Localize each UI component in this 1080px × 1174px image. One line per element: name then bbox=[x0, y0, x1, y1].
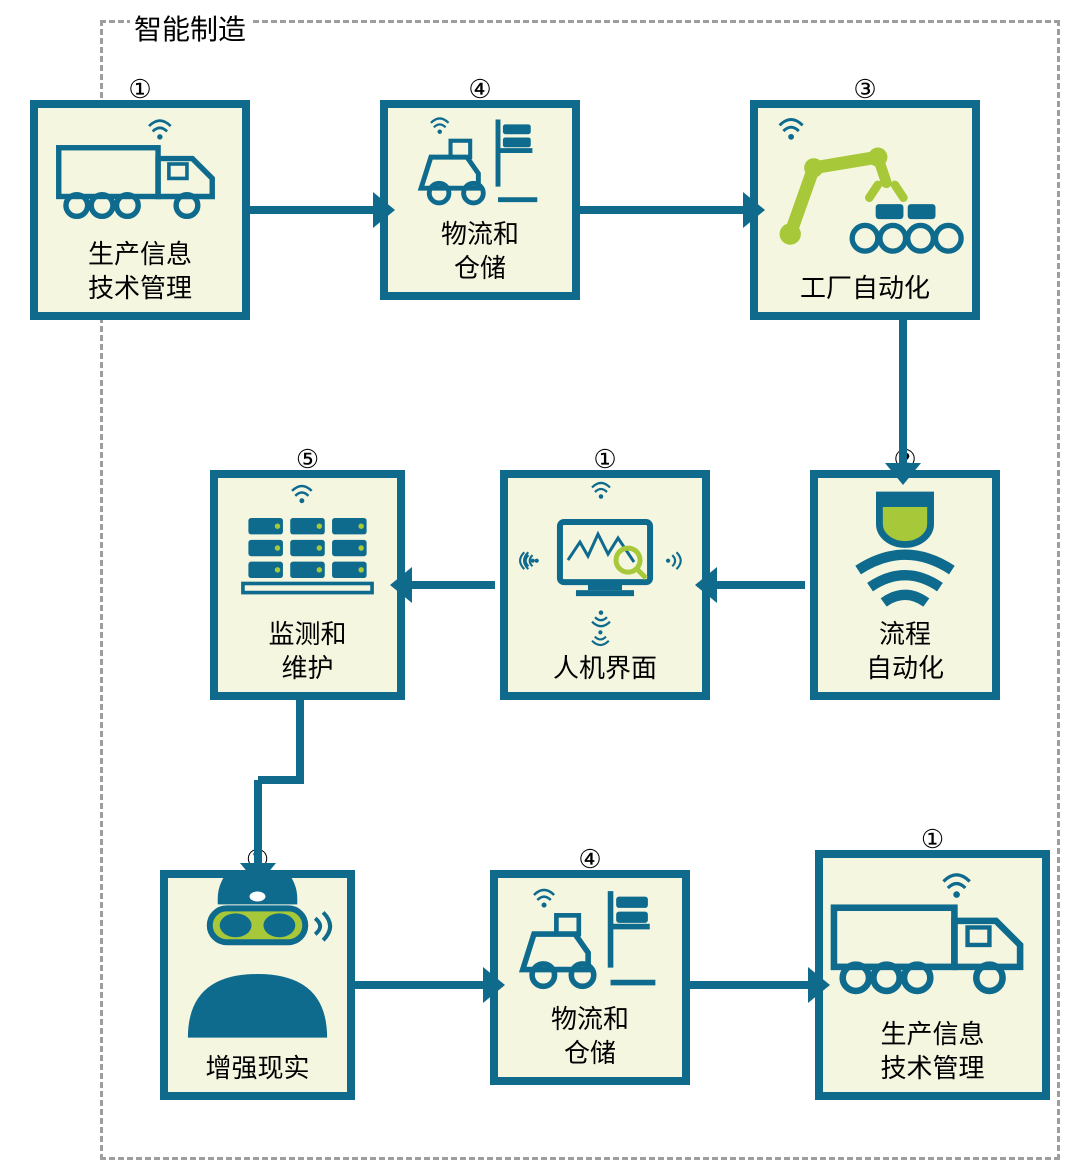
forklift-icon bbox=[498, 878, 682, 999]
node-production-it-1: ① 生产信息 技术管理 bbox=[30, 100, 250, 320]
node-label: 增强现实 bbox=[168, 1048, 347, 1092]
node-badge: ③ bbox=[853, 74, 876, 105]
node-badge: ④ bbox=[578, 844, 601, 875]
node-label: 工厂自动化 bbox=[758, 268, 972, 312]
node-label: 生产信息 技术管理 bbox=[823, 1014, 1042, 1092]
node-hmi: ① 人机界面 bbox=[500, 470, 710, 700]
servers-icon bbox=[218, 478, 397, 614]
node-label: 物流和 仓储 bbox=[388, 214, 572, 292]
node-logistics-1: ④ 物流和 仓储 bbox=[380, 100, 580, 300]
node-badge: ① bbox=[128, 74, 151, 105]
node-label: 监测和 维护 bbox=[218, 614, 397, 692]
node-badge: ④ bbox=[468, 74, 491, 105]
node-badge: ⑤ bbox=[296, 444, 319, 475]
node-production-it-2: ① 生产信息 技术管理 bbox=[815, 850, 1050, 1100]
node-label: 人机界面 bbox=[508, 648, 702, 692]
hmi-icon bbox=[508, 478, 702, 648]
node-label: 物流和 仓储 bbox=[498, 999, 682, 1077]
node-process-automation: ② 流程 自动化 bbox=[810, 470, 1000, 700]
robot-arm-icon bbox=[758, 108, 972, 268]
node-badge: ① bbox=[921, 824, 944, 855]
diagram-canvas: 智能制造 ① 生产信息 技术管理 ④ 物流和 仓储 bbox=[0, 0, 1080, 1174]
sensor-icon bbox=[818, 478, 992, 614]
ar-headset-icon bbox=[168, 878, 347, 1048]
node-label: 生产信息 技术管理 bbox=[38, 234, 242, 312]
node-badge: ① bbox=[593, 444, 616, 475]
node-logistics-2: ④ 物流和 仓储 bbox=[490, 870, 690, 1085]
node-monitoring: ⑤ 监测和 维护 bbox=[210, 470, 405, 700]
node-ar: ① 增强现实 bbox=[160, 870, 355, 1100]
node-factory-automation: ③ 工厂自动化 bbox=[750, 100, 980, 320]
frame-title: 智能制造 bbox=[130, 8, 250, 48]
forklift-icon bbox=[388, 108, 572, 214]
truck-icon bbox=[823, 858, 1042, 1014]
node-label: 流程 自动化 bbox=[818, 614, 992, 692]
truck-icon bbox=[38, 108, 242, 234]
